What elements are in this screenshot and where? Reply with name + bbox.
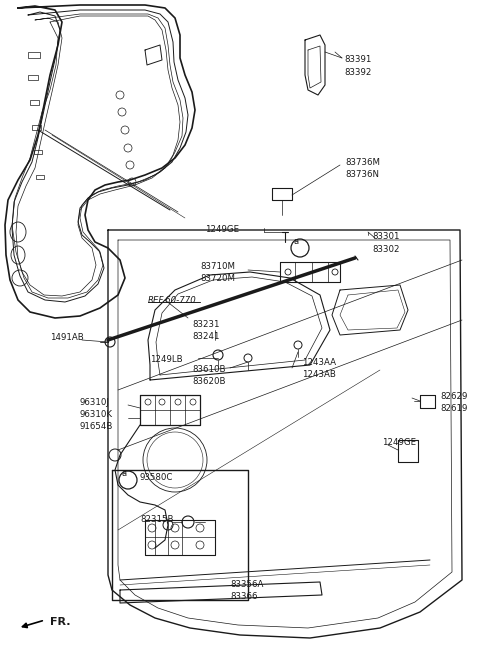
Text: 83302: 83302 — [372, 245, 399, 254]
Text: 83392: 83392 — [344, 68, 372, 77]
Ellipse shape — [11, 246, 25, 264]
Text: 83366: 83366 — [230, 592, 257, 601]
Text: 1249GE: 1249GE — [205, 225, 239, 234]
Bar — [36, 175, 44, 179]
Text: 82315B: 82315B — [140, 515, 173, 524]
Text: a: a — [293, 237, 299, 245]
Bar — [28, 52, 40, 58]
Text: 83610B: 83610B — [192, 365, 226, 374]
Text: 82619: 82619 — [440, 404, 468, 413]
Text: 93580C: 93580C — [140, 473, 173, 482]
Text: 83736M: 83736M — [345, 158, 380, 167]
Bar — [30, 100, 39, 105]
Text: 1249LB: 1249LB — [150, 355, 182, 364]
Text: 83620B: 83620B — [192, 377, 226, 386]
Text: 83736N: 83736N — [345, 170, 379, 179]
Text: 83241: 83241 — [192, 332, 219, 341]
Text: 83391: 83391 — [344, 55, 372, 64]
Text: 1243AA: 1243AA — [302, 358, 336, 367]
Text: 83356A: 83356A — [230, 580, 264, 589]
Text: 1249GE: 1249GE — [382, 438, 416, 447]
Bar — [32, 125, 41, 130]
Text: 91654B: 91654B — [80, 422, 113, 431]
Bar — [34, 150, 42, 154]
Text: 96310K: 96310K — [80, 410, 113, 419]
Text: 1491AB: 1491AB — [50, 333, 84, 342]
Text: 96310J: 96310J — [80, 398, 110, 407]
Text: 83301: 83301 — [372, 232, 399, 241]
Ellipse shape — [10, 222, 26, 242]
Text: FR.: FR. — [50, 617, 71, 627]
Text: REF.60-770: REF.60-770 — [148, 296, 197, 305]
Text: 1243AB: 1243AB — [302, 370, 336, 379]
Text: 83710M: 83710M — [200, 262, 235, 271]
Ellipse shape — [12, 270, 28, 286]
Text: 83720M: 83720M — [200, 274, 235, 283]
Bar — [28, 75, 38, 80]
Text: 83231: 83231 — [192, 320, 219, 329]
Text: 82629: 82629 — [440, 392, 468, 401]
Text: a: a — [121, 468, 127, 478]
